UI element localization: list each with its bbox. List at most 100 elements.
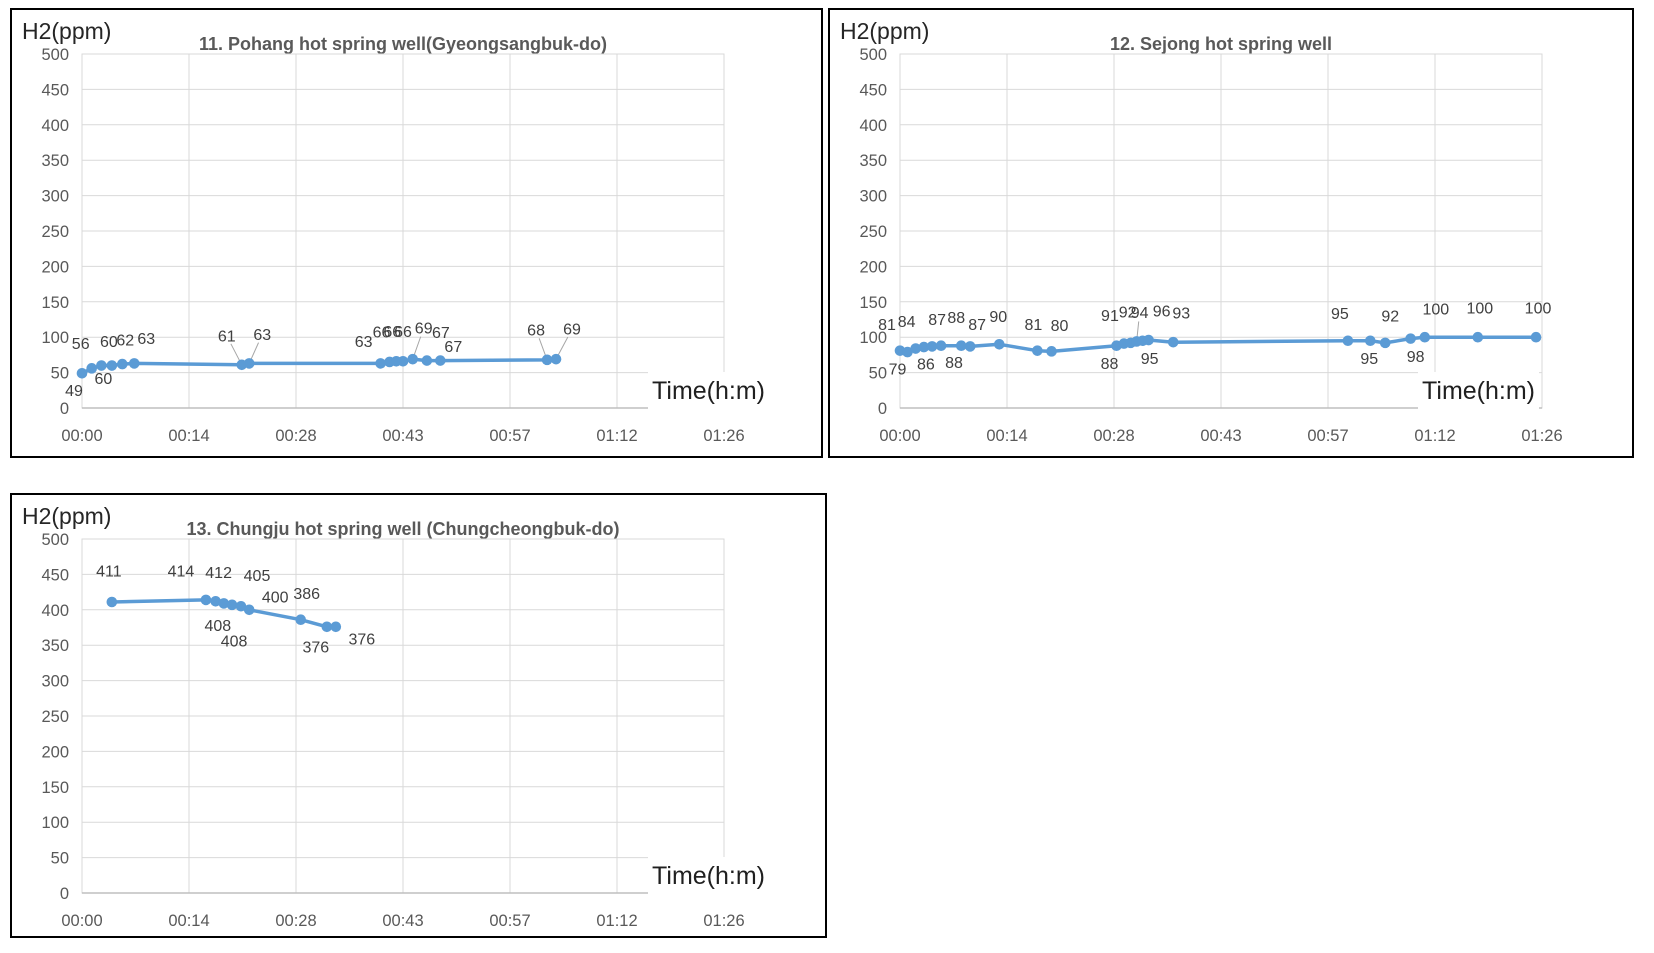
data-label: 400 [262,589,289,606]
x-tick-label: 00:57 [489,912,530,930]
data-label: 60 [95,371,113,388]
data-label: 90 [989,309,1007,326]
data-label: 81 [878,317,896,334]
data-label: 81 [1024,317,1042,334]
data-point [550,353,562,365]
y-tick-label: 450 [41,81,69,99]
data-point [407,353,419,365]
data-label: 412 [205,565,232,582]
data-point [955,340,967,351]
y-tick-label: 0 [60,885,69,903]
data-label: 67 [432,325,450,342]
y-tick-label: 200 [41,743,69,761]
y-tick-label: 350 [859,152,887,170]
x-tick-label: 00:00 [879,427,920,445]
y-tick-label: 400 [41,117,69,135]
y-tick-label: 50 [51,850,69,868]
data-label: 63 [137,331,155,348]
data-label: 411 [96,564,122,581]
y-tick-label: 100 [41,329,69,347]
y-tick-label: 100 [859,329,887,347]
y-tick-label: 450 [859,81,887,99]
series-line [80,357,558,376]
y-tick-label: 0 [60,400,69,418]
data-label: 68 [527,322,545,339]
y-tick-label: 300 [859,188,887,206]
data-label: 69 [415,321,433,338]
data-label: 87 [968,317,986,334]
data-point [375,358,386,369]
data-point [1046,346,1057,357]
x-tick-label: 01:12 [596,912,637,930]
x-tick-label: 00:57 [489,427,530,445]
y-tick-label: 500 [41,531,69,549]
y-tick-label: 500 [859,46,887,64]
data-label: 93 [1172,306,1190,323]
data-point [918,341,930,353]
y-tick-label: 50 [869,365,887,383]
y-tick-label: 400 [859,117,887,135]
data-label: 63 [355,334,373,351]
data-point [1530,331,1542,343]
data-point [1365,335,1376,347]
data-label: 86 [917,357,935,374]
data-point [218,598,230,609]
y-tick-label: 300 [41,673,69,691]
data-label: 88 [945,355,963,372]
data-point [226,599,238,611]
y-tick-label: 500 [41,46,69,64]
x-tick-label: 00:57 [1307,427,1348,445]
x-tick-label: 00:43 [382,427,423,445]
chart-title: 12. Sejong hot spring well [1109,34,1333,54]
data-label: 80 [1051,318,1069,335]
data-point [128,358,140,369]
data-point [935,340,947,351]
x-tick-label: 00:28 [275,427,316,445]
data-label: 100 [1466,301,1493,318]
data-label: 63 [253,327,271,344]
data-label: 95 [1331,306,1349,323]
x-tick-label: 00:00 [61,427,102,445]
data-point [330,621,342,633]
data-label: 49 [65,383,83,400]
y-axis-title: H2(ppm) [22,18,112,44]
data-label: 92 [1381,308,1399,325]
data-label: 100 [1422,302,1449,319]
data-point [235,600,247,612]
data-point [200,594,212,606]
data-point [86,363,98,374]
data-label: 56 [72,336,90,353]
y-tick-label: 100 [41,814,69,832]
plot-area: 0 50 100 150 200 250 300 350 400 450 500 00:00 00:14… [859,46,1562,445]
chart-panel-sejong: H2(ppm) 12. Sejong hot spring well 0 50 10… [828,8,1634,458]
y-tick-label: 400 [41,602,69,620]
data-label: 66 [373,324,391,341]
data-label: 95 [1141,351,1159,368]
y-tick-label: 150 [41,779,69,797]
x-tick-label: 01:12 [596,427,637,445]
data-label: 84 [898,314,916,331]
data-label: 376 [303,639,330,656]
y-tick-label: 150 [859,294,887,312]
y-tick-label: 150 [41,294,69,312]
data-label: 376 [348,631,375,648]
plot-area: 0 50 100 150 200 250 300 350 400 450 500 00:00 00:14… [41,531,744,930]
data-point [541,354,553,366]
x-tick-label: 00:14 [986,427,1027,445]
data-label: 66 [383,324,401,341]
data-point [910,343,921,354]
x-axis-title: Time(h:m) [648,372,769,410]
data-point [210,596,221,607]
x-tick-label: 00:28 [275,912,316,930]
data-point [435,355,446,366]
x-tick-label: 00:00 [61,912,102,930]
y-tick-label: 300 [41,188,69,206]
data-label: 87 [928,312,946,329]
data-label: 94 [1131,305,1149,322]
data-point [902,346,913,358]
data-point [106,360,118,371]
data-label: 60 [100,334,118,351]
y-tick-label: 200 [859,258,887,276]
x-tick-label: 00:43 [382,912,423,930]
